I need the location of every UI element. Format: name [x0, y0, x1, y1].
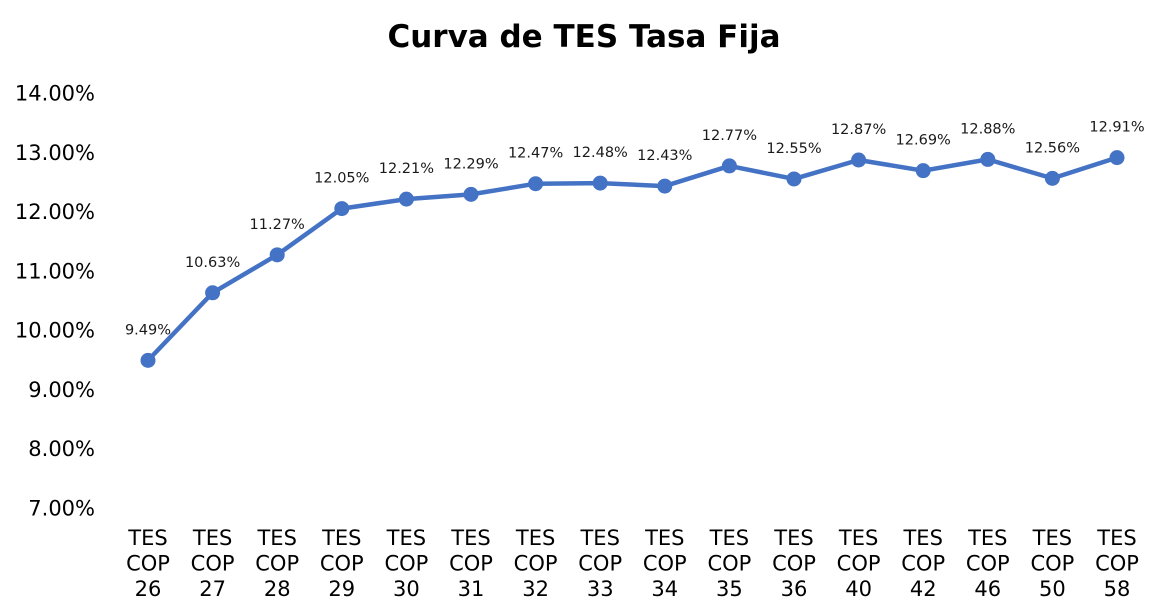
- data-label: 10.63%: [185, 255, 240, 271]
- data-label: 12.56%: [1025, 140, 1080, 156]
- data-label: 12.43%: [637, 148, 692, 164]
- data-label: 12.69%: [896, 133, 951, 149]
- data-point: [851, 152, 867, 168]
- data-label: 12.05%: [314, 171, 369, 187]
- y-tick-label: 11.00%: [15, 259, 95, 283]
- data-point: [528, 176, 544, 192]
- data-point: [463, 186, 479, 202]
- x-tick-label: TES COP 36: [772, 526, 816, 601]
- data-point: [1044, 170, 1060, 186]
- y-tick-label: 13.00%: [15, 141, 95, 165]
- data-point: [269, 247, 285, 263]
- data-label: 12.77%: [702, 128, 757, 144]
- y-tick-label: 12.00%: [15, 200, 95, 224]
- x-tick-label: TES COP 32: [514, 526, 558, 601]
- x-tick-label: TES COP 27: [191, 526, 235, 601]
- data-label: 12.91%: [1089, 120, 1144, 136]
- data-point: [980, 151, 996, 167]
- y-tick-label: 9.00%: [28, 378, 95, 402]
- y-tick-label: 10.00%: [15, 319, 95, 343]
- data-point: [657, 178, 673, 194]
- data-point: [592, 175, 608, 191]
- x-tick-label: TES COP 28: [255, 526, 299, 601]
- data-label: 12.29%: [443, 156, 498, 172]
- x-tick-label: TES COP 50: [1030, 526, 1074, 601]
- data-label: 12.55%: [766, 141, 821, 157]
- x-axis: TES COP 26 TES COP 27 TES COP 28 TES COP 29 TES COP 30…: [126, 526, 1139, 601]
- x-tick-label: TES COP 42: [901, 526, 945, 601]
- data-point: [786, 171, 802, 187]
- data-point: [205, 285, 221, 301]
- x-tick-label: TES COP 58: [1095, 526, 1139, 601]
- data-point: [140, 352, 156, 368]
- series-line: [145, 155, 1120, 363]
- x-tick-label: TES COP 30: [384, 526, 428, 601]
- data-point: [915, 163, 931, 179]
- y-tick-label: 8.00%: [28, 437, 95, 461]
- data-point: [334, 201, 350, 217]
- y-axis: 7.00% 8.00% 9.00% 10.00% 11.00% 12.00% 13.00% 1…: [15, 82, 95, 521]
- x-tick-label: TES COP 35: [707, 526, 751, 601]
- x-tick-label: TES COP 29: [320, 526, 364, 601]
- data-label: 9.49%: [125, 322, 171, 338]
- x-tick-label: TES COP 31: [449, 526, 493, 601]
- data-label: 11.27%: [250, 217, 305, 233]
- x-tick-label: TES COP 26: [126, 526, 170, 601]
- x-tick-label: TES COP 34: [643, 526, 687, 601]
- data-point: [721, 158, 737, 174]
- chart-title: Curva de TES Tasa Fija: [387, 19, 780, 55]
- y-tick-label: 14.00%: [15, 82, 95, 106]
- data-label: 12.21%: [379, 161, 434, 177]
- plot-area: 9.49% 10.63% 11.27% 12.05% 12.21% 12.29% 12.47…: [125, 120, 1145, 368]
- x-tick-label: TES COP 46: [966, 526, 1010, 601]
- data-point: [398, 191, 414, 207]
- x-tick-label: TES COP 33: [578, 526, 622, 601]
- data-label: 12.88%: [960, 121, 1015, 137]
- x-tick-label: TES COP 40: [837, 526, 881, 601]
- data-label: 12.48%: [573, 145, 628, 161]
- data-label: 12.47%: [508, 146, 563, 162]
- y-tick-label: 7.00%: [28, 497, 95, 521]
- data-label: 12.87%: [831, 122, 886, 138]
- data-point: [1109, 150, 1125, 166]
